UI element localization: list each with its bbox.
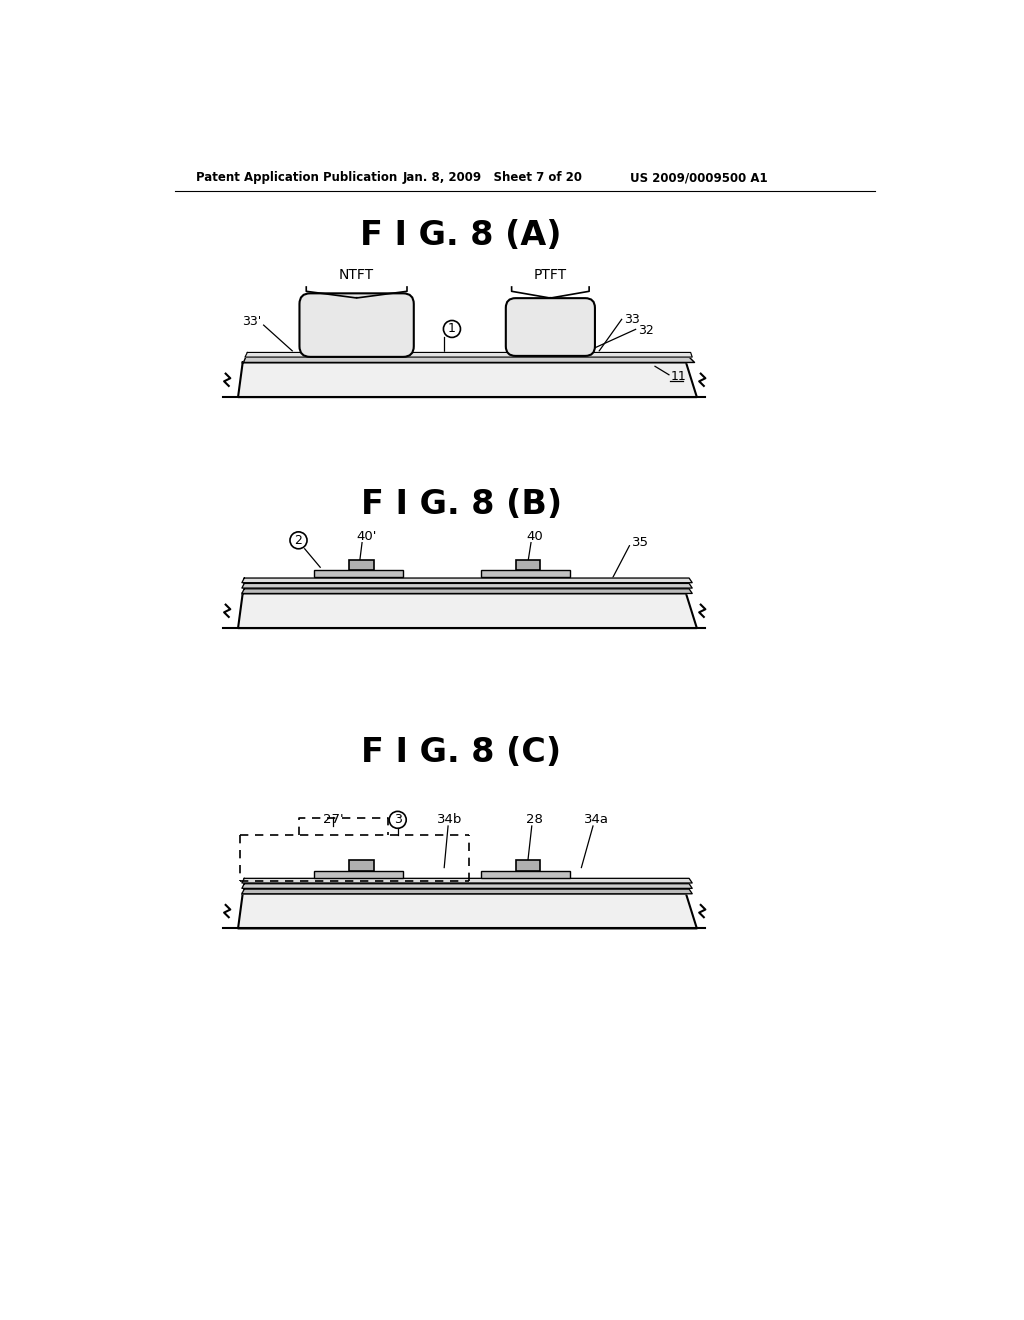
Polygon shape — [242, 884, 692, 888]
Text: F I G. 8 (B): F I G. 8 (B) — [360, 488, 562, 521]
Polygon shape — [242, 589, 692, 594]
Bar — [515, 859, 541, 871]
Bar — [480, 570, 569, 577]
Text: 40: 40 — [526, 529, 544, 543]
Text: 1: 1 — [449, 322, 456, 335]
Text: Patent Application Publication: Patent Application Publication — [197, 172, 397, 185]
Text: 28: 28 — [526, 813, 544, 826]
Bar — [314, 871, 403, 878]
Text: 32: 32 — [638, 325, 653, 338]
Polygon shape — [242, 878, 692, 883]
Text: 33': 33' — [242, 314, 261, 327]
Polygon shape — [244, 358, 694, 363]
Text: Jan. 8, 2009   Sheet 7 of 20: Jan. 8, 2009 Sheet 7 of 20 — [403, 172, 583, 185]
Polygon shape — [238, 894, 697, 928]
FancyBboxPatch shape — [299, 293, 414, 356]
Text: 34b: 34b — [437, 813, 462, 826]
Bar — [349, 560, 374, 570]
Bar — [515, 560, 541, 570]
Text: 2: 2 — [295, 533, 302, 546]
Polygon shape — [238, 363, 697, 397]
Text: F I G. 8 (A): F I G. 8 (A) — [360, 219, 562, 252]
Text: 11: 11 — [671, 370, 686, 383]
Polygon shape — [238, 594, 697, 628]
Bar — [349, 859, 374, 871]
Polygon shape — [242, 583, 692, 589]
Text: 33: 33 — [624, 313, 640, 326]
Bar — [480, 871, 569, 878]
Text: 34a: 34a — [585, 813, 609, 826]
Bar — [314, 570, 403, 577]
Text: NTFT: NTFT — [339, 268, 374, 281]
Text: 3: 3 — [394, 813, 401, 826]
FancyBboxPatch shape — [506, 298, 595, 356]
Text: F I G. 8 (C): F I G. 8 (C) — [361, 737, 561, 770]
Text: PTFT: PTFT — [534, 268, 567, 281]
Text: 35: 35 — [632, 536, 649, 549]
Text: US 2009/0009500 A1: US 2009/0009500 A1 — [630, 172, 768, 185]
Polygon shape — [242, 578, 692, 582]
Polygon shape — [242, 890, 692, 894]
Text: 27': 27' — [323, 813, 344, 826]
Bar — [510, 346, 591, 352]
Polygon shape — [245, 352, 692, 358]
Text: 40': 40' — [356, 529, 377, 543]
Bar — [302, 346, 411, 352]
